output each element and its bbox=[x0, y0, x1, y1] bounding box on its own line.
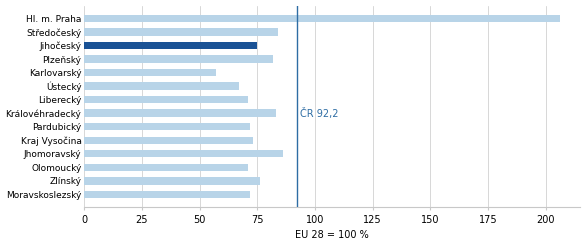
Bar bbox=[84, 191, 250, 198]
X-axis label: EU 28 = 100 %: EU 28 = 100 % bbox=[295, 231, 369, 240]
Bar bbox=[84, 69, 216, 76]
Bar bbox=[84, 164, 248, 171]
Bar bbox=[84, 137, 253, 144]
Text: ČR 92,2: ČR 92,2 bbox=[301, 108, 339, 119]
Bar bbox=[84, 15, 560, 22]
Bar bbox=[84, 55, 274, 63]
Bar bbox=[84, 82, 239, 90]
Bar bbox=[84, 177, 260, 184]
Bar bbox=[84, 28, 278, 36]
Bar bbox=[84, 109, 276, 117]
Bar bbox=[84, 96, 248, 103]
Bar bbox=[84, 42, 257, 49]
Bar bbox=[84, 150, 282, 157]
Bar bbox=[84, 123, 250, 130]
